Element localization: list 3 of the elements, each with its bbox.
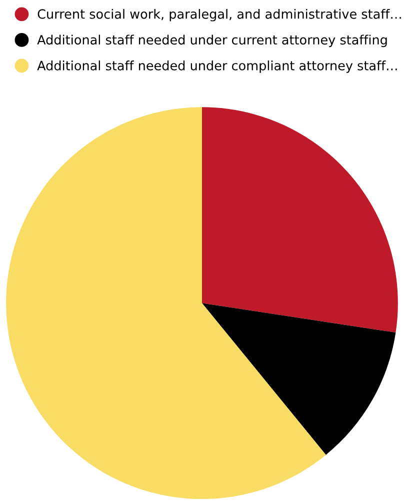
legend-label: Current social work, paralegal, and administrative staff… xyxy=(38,8,401,22)
legend-label: Additional staff needed under compliant attorney staff… xyxy=(37,60,397,73)
legend-label: Additional staff needed under current attorney staffing xyxy=(37,34,387,48)
